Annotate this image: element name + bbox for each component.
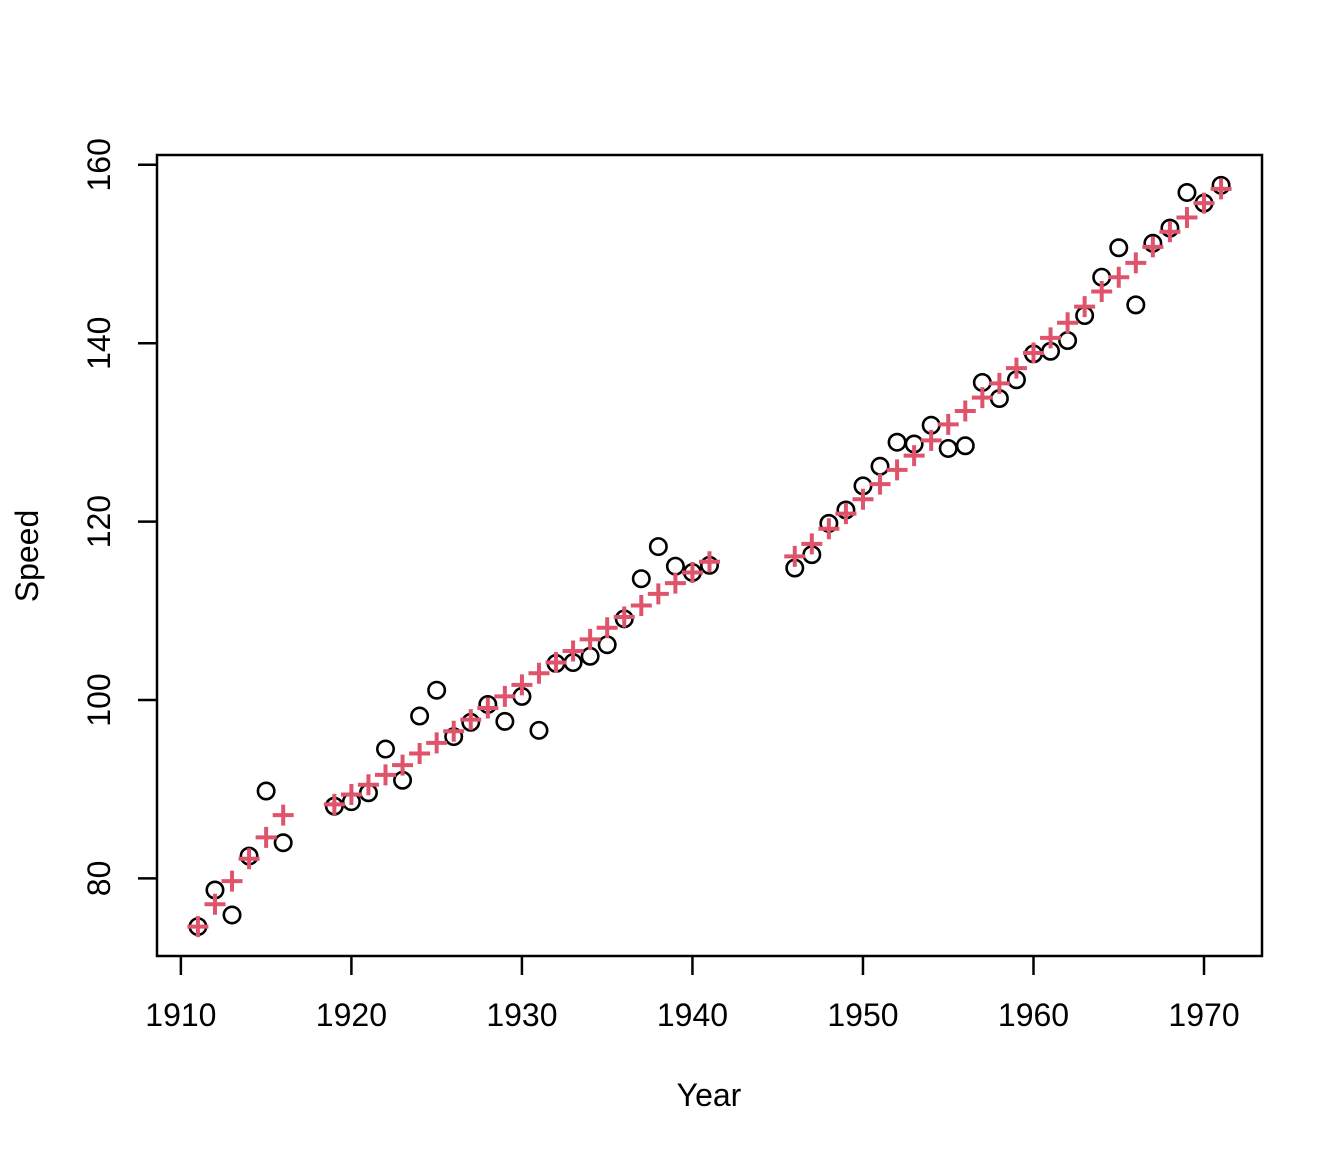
data-point-plus-1965 — [1108, 266, 1130, 288]
data-point-plus-1961 — [1040, 327, 1062, 349]
data-point-plus-1929 — [494, 685, 516, 707]
data-point-plus-1913 — [221, 870, 243, 892]
data-point-plus-1932 — [545, 652, 567, 674]
x-axis-title: Year — [677, 1077, 742, 1113]
data-point-plus-1911 — [187, 916, 209, 938]
data-point-circle-1913 — [222, 905, 242, 925]
data-point-plus-1954 — [920, 429, 942, 451]
data-point-circle-1965 — [1109, 238, 1129, 258]
data-point-circle-1966 — [1126, 295, 1146, 315]
data-point-plus-1919 — [323, 793, 345, 815]
data-point-plus-1967 — [1142, 236, 1164, 258]
data-point-plus-1912 — [204, 893, 226, 915]
data-point-plus-1915 — [255, 826, 277, 848]
data-point-circle-1956 — [955, 436, 975, 456]
data-point-circle-1937 — [631, 569, 651, 589]
data-point-plus-1962 — [1057, 312, 1079, 334]
data-point-circle-1916 — [273, 833, 293, 853]
x-tick-label: 1940 — [657, 997, 728, 1033]
data-point-plus-1950 — [852, 488, 874, 510]
data-point-plus-1937 — [630, 594, 652, 616]
data-point-circle-1925 — [427, 680, 447, 700]
data-point-plus-1968 — [1159, 221, 1181, 243]
data-point-plus-1925 — [426, 732, 448, 754]
data-point-plus-1924 — [409, 743, 431, 765]
data-points-layer — [187, 175, 1232, 938]
data-point-plus-1936 — [613, 606, 635, 628]
data-point-plus-1956 — [954, 400, 976, 422]
data-point-circle-1922 — [376, 739, 396, 759]
data-point-plus-1914 — [238, 848, 260, 870]
data-point-plus-1930 — [511, 674, 533, 696]
data-point-plus-1951 — [869, 473, 891, 495]
x-tick-label: 1920 — [316, 997, 387, 1033]
data-point-plus-1955 — [937, 413, 959, 435]
x-tick-label: 1960 — [998, 997, 1069, 1033]
y-axis-title: Speed — [9, 510, 45, 603]
data-point-plus-1934 — [579, 628, 601, 650]
plot-frame — [155, 153, 1264, 958]
data-point-plus-1938 — [647, 583, 669, 605]
y-tick-label: 140 — [81, 317, 117, 370]
x-axis: 1910 1920 1930 1940 1950 1960 1970 — [145, 956, 1240, 1033]
data-point-plus-1921 — [357, 774, 379, 796]
data-point-plus-1966 — [1125, 252, 1147, 274]
data-point-plus-1953 — [903, 445, 925, 467]
data-point-plus-1920 — [340, 784, 362, 806]
data-point-plus-1941 — [699, 551, 720, 573]
data-point-plus-1959 — [1005, 357, 1027, 379]
data-point-plus-1948 — [818, 518, 840, 540]
data-point-plus-1958 — [988, 372, 1010, 394]
data-point-circle-1969 — [1177, 182, 1197, 202]
data-point-plus-1923 — [392, 754, 414, 776]
x-tick-label: 1910 — [145, 997, 216, 1033]
data-point-circle-1938 — [648, 537, 668, 557]
data-point-plus-1939 — [664, 572, 686, 594]
y-tick-label: 160 — [81, 138, 117, 191]
y-tick-label: 80 — [81, 861, 117, 897]
x-tick-label: 1970 — [1168, 997, 1239, 1033]
y-axis: 80 100 120 140 160 — [81, 138, 157, 896]
data-point-plus-1949 — [835, 503, 857, 525]
data-point-plus-1927 — [460, 709, 482, 731]
data-point-plus-1964 — [1091, 280, 1113, 302]
data-point-plus-1957 — [971, 387, 993, 409]
data-point-circle-1924 — [410, 706, 430, 726]
data-point-plus-1935 — [596, 617, 618, 639]
data-point-plus-1947 — [801, 533, 823, 555]
data-point-plus-1960 — [1023, 342, 1044, 364]
x-tick-label: 1950 — [827, 997, 898, 1033]
data-point-plus-1933 — [562, 640, 584, 662]
data-point-plus-1963 — [1074, 296, 1096, 318]
data-point-circle-1929 — [495, 711, 515, 731]
data-point-plus-1946 — [784, 545, 806, 567]
data-point-plus-1916 — [272, 804, 294, 826]
data-point-plus-1926 — [443, 720, 465, 742]
data-point-circle-1915 — [256, 781, 276, 801]
data-point-plus-1969 — [1176, 206, 1198, 228]
data-point-plus-1931 — [528, 662, 550, 684]
data-point-plus-1970 — [1193, 192, 1215, 214]
data-point-plus-1952 — [886, 459, 908, 481]
data-point-plus-1940 — [681, 561, 703, 583]
y-tick-label: 120 — [81, 495, 117, 548]
y-tick-label: 100 — [81, 673, 117, 726]
data-point-plus-1971 — [1210, 178, 1232, 200]
x-tick-label: 1930 — [486, 997, 557, 1033]
data-point-circle-1931 — [529, 720, 549, 740]
data-point-plus-1928 — [477, 697, 499, 719]
data-point-plus-1922 — [375, 764, 397, 786]
